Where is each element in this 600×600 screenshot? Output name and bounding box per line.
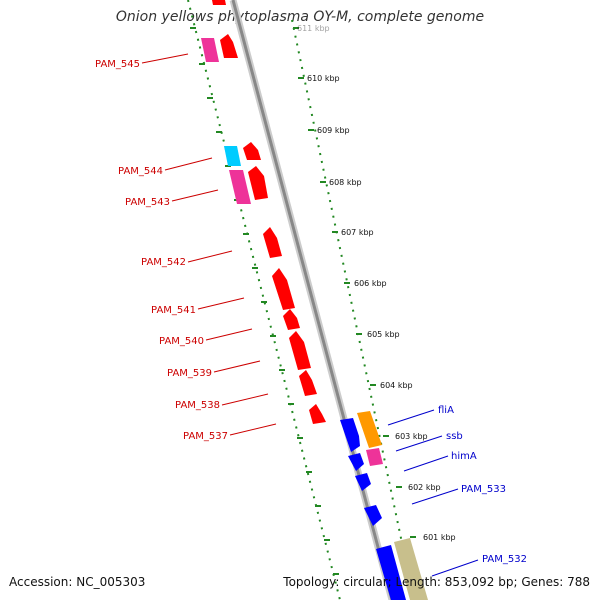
gene-arrow-pam533[interactable] — [364, 505, 382, 526]
gene-arrow-flia[interactable] — [340, 418, 360, 452]
tick-label: 605 kbp — [367, 330, 400, 339]
map-title: Onion yellows phytoplasma OY-M, complete… — [115, 9, 485, 25]
gene-arrow-flia-orange[interactable] — [357, 411, 382, 448]
gene-arrow-pam537[interactable] — [309, 404, 326, 424]
gene-label: PAM_538 — [175, 400, 220, 411]
tick-label: 601 kbp — [423, 533, 456, 542]
outer-ring-dotted — [291, 19, 415, 600]
gene-arrow-partial[interactable] — [212, 0, 226, 5]
gene-label: PAM_539 — [167, 368, 212, 379]
gene-label: PAM_544 — [118, 166, 163, 177]
backbone — [231, 0, 394, 600]
tick-label: 606 kbp — [354, 279, 387, 288]
gene-arrow-pam545-pink[interactable] — [201, 38, 219, 62]
gene-label: PAM_532 — [482, 554, 527, 565]
gene-label: PAM_543 — [125, 197, 170, 208]
gene-arrow-hima[interactable] — [355, 473, 371, 491]
accession-text: Accession: NC_005303 — [9, 575, 146, 589]
tick-label: 609 kbp — [317, 126, 350, 135]
gene-arrow-pam539[interactable] — [289, 331, 311, 370]
gene-arrow-pam532-tan[interactable] — [394, 538, 428, 600]
gene-arrow-pam542[interactable] — [263, 227, 282, 258]
tick-label: 607 kbp — [341, 228, 374, 237]
gene-label: fliA — [438, 405, 454, 416]
gene-arrow-pam545[interactable] — [220, 34, 238, 58]
reverse-strand-features — [201, 0, 326, 424]
gene-arrow-ssb[interactable] — [348, 453, 364, 471]
gene-arrow-pam541[interactable] — [272, 268, 295, 310]
tick-label: 604 kbp — [380, 381, 413, 390]
forward-label-lines — [387, 409, 479, 577]
forward-gene-labels: fliA ssb himA PAM_533 PAM_532 — [438, 405, 527, 565]
gene-arrow-pam544-cyan[interactable] — [224, 146, 241, 166]
gene-label: PAM_542 — [141, 257, 186, 268]
gene-arrow-pam532[interactable] — [376, 545, 406, 600]
reverse-label-lines — [141, 53, 277, 436]
reverse-gene-labels: PAM_545 PAM_544 PAM_543 PAM_542 PAM_541 … — [95, 59, 228, 442]
gene-label: PAM_541 — [151, 305, 196, 316]
inner-ring-dotted — [187, 0, 341, 600]
genome-summary-text: Topology: circular; Length: 853,092 bp; … — [283, 575, 590, 589]
gene-arrow-pam543[interactable] — [248, 166, 268, 200]
gene-arrow-pam538[interactable] — [299, 370, 317, 396]
tick-label: 602 kbp — [408, 483, 441, 492]
forward-strand-features — [340, 411, 428, 600]
gene-arrow-ssb-pink[interactable] — [366, 448, 383, 466]
gene-label: PAM_533 — [461, 484, 506, 495]
gene-label: himA — [451, 451, 477, 462]
outer-tick-marks — [293, 27, 416, 538]
tick-labels: 611 kbp 610 kbp 609 kbp 608 kbp 607 kbp … — [297, 24, 456, 542]
inner-tick-marks — [190, 27, 339, 575]
gene-arrow-pam540[interactable] — [283, 309, 300, 330]
gene-arrow-pam544[interactable] — [243, 142, 261, 160]
gene-label: ssb — [446, 431, 463, 442]
tick-label: 603 kbp — [395, 432, 428, 441]
gene-label: PAM_545 — [95, 59, 140, 70]
gene-label: PAM_540 — [159, 336, 204, 347]
tick-label: 610 kbp — [307, 74, 340, 83]
gene-label: PAM_537 — [183, 431, 228, 442]
tick-label: 608 kbp — [329, 178, 362, 187]
tick-label: 611 kbp — [297, 24, 330, 33]
gene-arrow-pam543-pink[interactable] — [229, 170, 251, 204]
